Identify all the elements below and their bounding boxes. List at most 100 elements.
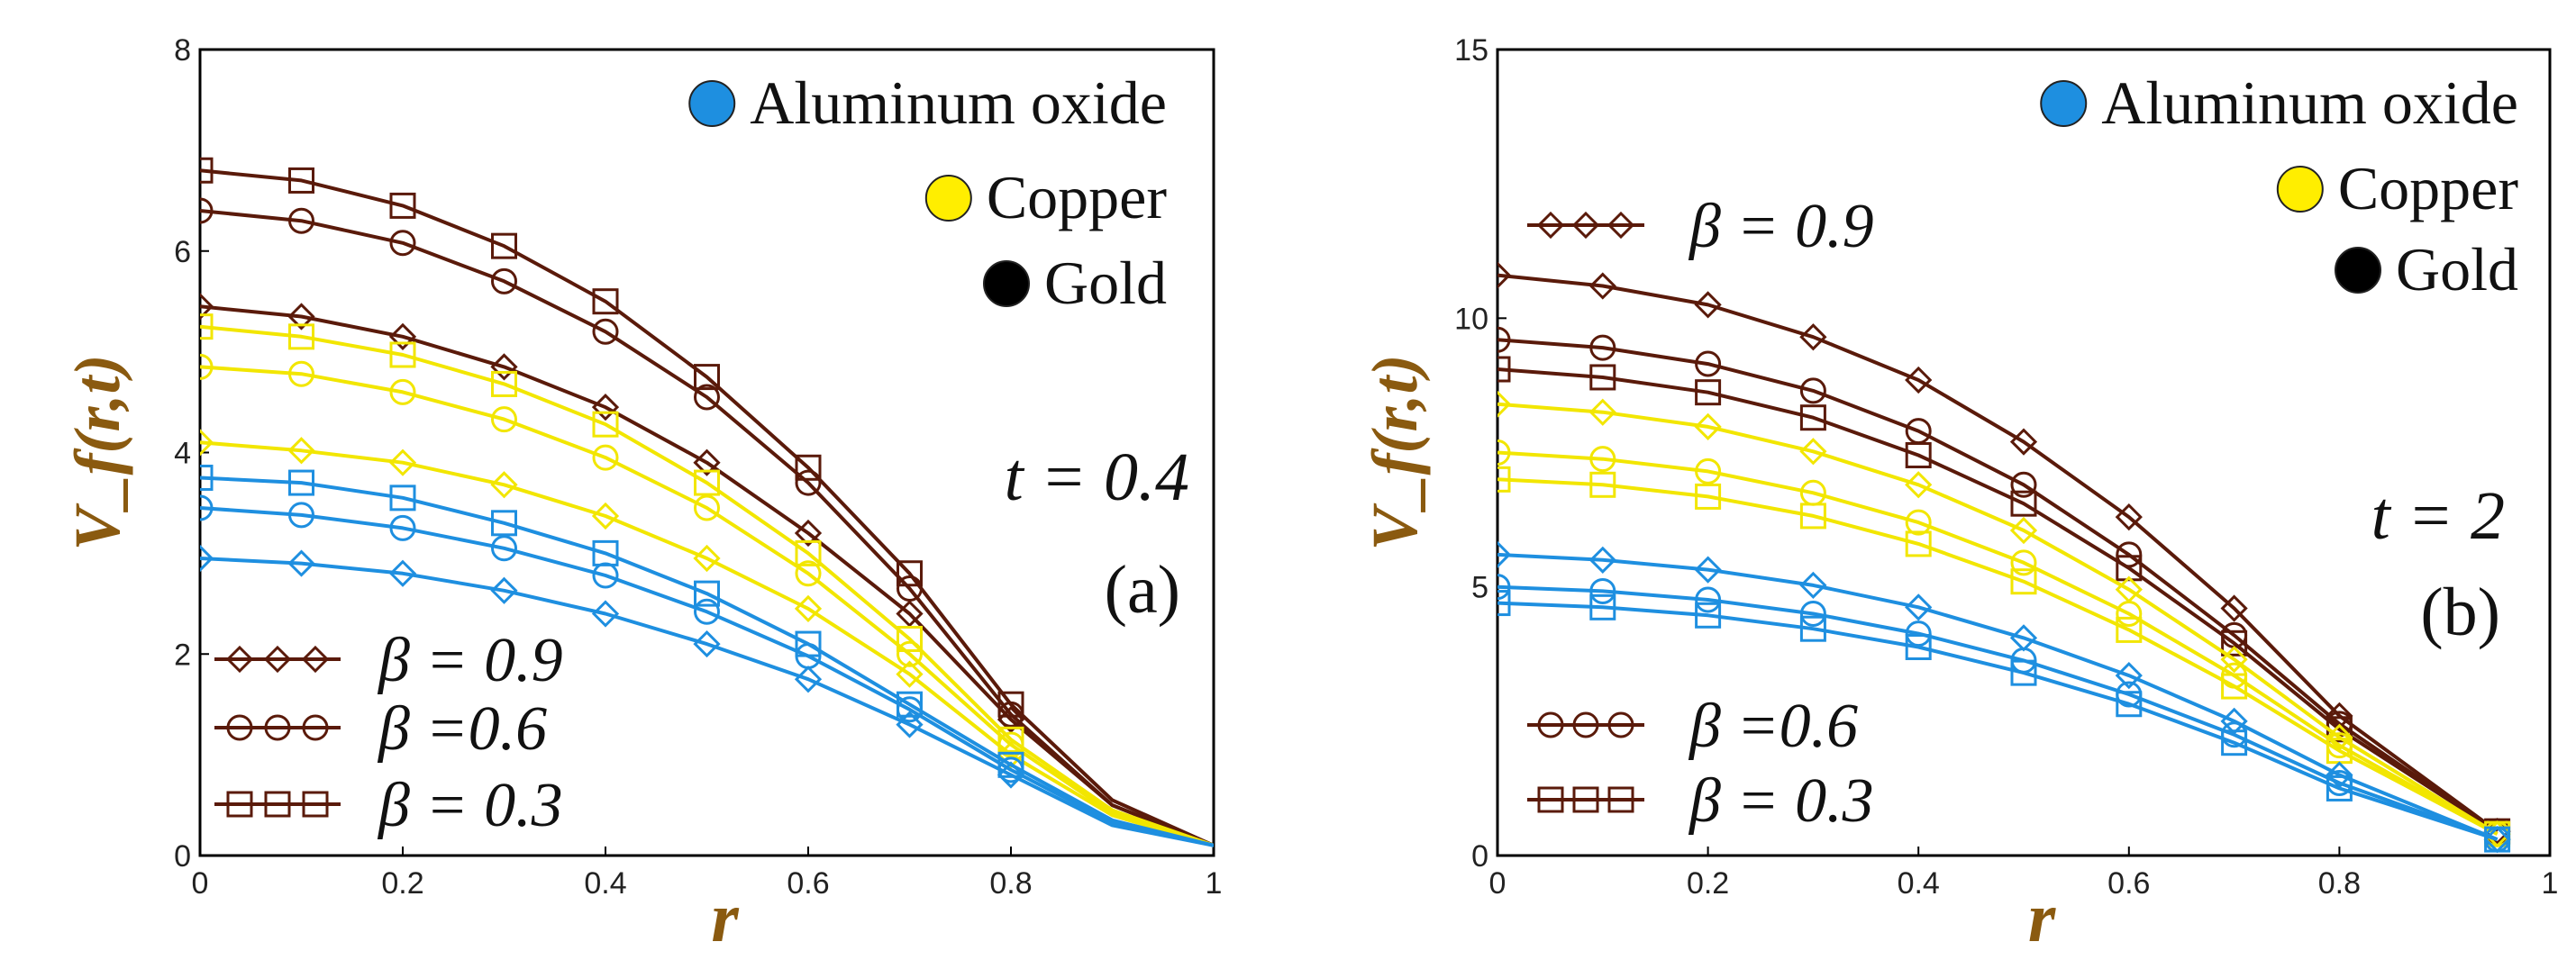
data-point xyxy=(1905,530,1932,557)
data-point xyxy=(694,494,720,521)
data-point xyxy=(694,469,720,496)
series-group xyxy=(200,157,1214,847)
data-point xyxy=(1905,366,1933,394)
material-legend-label: Aluminum oxide xyxy=(2101,68,2518,137)
data-point xyxy=(2009,516,2038,545)
beta-legend-label: β = 0.3 xyxy=(377,771,563,840)
data-point xyxy=(795,539,822,566)
data-point xyxy=(591,600,620,628)
data-point xyxy=(288,360,314,387)
material-legend-label: Gold xyxy=(1044,249,1167,317)
data-point xyxy=(490,353,518,381)
data-point xyxy=(1497,356,1511,383)
data-point xyxy=(200,494,214,521)
beta-legend-marker xyxy=(1607,711,1634,738)
beta-legend-marker xyxy=(1537,711,1564,738)
series-line xyxy=(200,324,1214,847)
y-tick-label: 8 xyxy=(174,33,191,68)
series-line xyxy=(1497,584,2499,841)
data-point xyxy=(592,444,619,471)
y-axis-label: V_f(r,t) xyxy=(1359,354,1431,550)
data-point xyxy=(288,469,314,496)
series-line xyxy=(1497,450,2499,836)
series-line xyxy=(200,475,1214,847)
material-legend-label: Copper xyxy=(987,163,1168,231)
data-point xyxy=(1799,571,1827,599)
series-line xyxy=(200,557,1214,847)
data-point xyxy=(592,411,619,438)
beta-legend-marker xyxy=(263,645,292,674)
y-tick-label: 2 xyxy=(174,638,191,672)
data-point xyxy=(388,322,417,350)
data-point xyxy=(795,454,822,481)
data-point xyxy=(794,519,823,548)
data-point xyxy=(491,406,517,433)
y-tick-label: 0 xyxy=(174,839,191,874)
data-point xyxy=(491,535,517,562)
series-line xyxy=(1497,552,2499,841)
beta-legend-marker xyxy=(302,791,329,818)
data-point xyxy=(1497,590,1511,617)
x-tick-label: 0.6 xyxy=(2107,866,2150,901)
beta-legend-marker xyxy=(1571,211,1600,240)
data-point xyxy=(794,594,823,623)
beta-legend-marker xyxy=(1536,211,1565,240)
series-line xyxy=(200,304,1214,847)
data-point xyxy=(200,157,214,184)
data-point xyxy=(389,485,416,512)
data-point xyxy=(795,469,822,496)
material-legend-swatch xyxy=(983,260,1030,307)
y-tick-label: 15 xyxy=(1454,33,1488,68)
data-point xyxy=(1799,404,1826,431)
data-point xyxy=(1695,602,1722,629)
beta-legend-marker xyxy=(226,714,253,741)
series-line xyxy=(1497,402,2499,836)
data-point xyxy=(1589,577,1616,604)
data-point xyxy=(388,559,417,587)
data-point xyxy=(1588,398,1616,426)
y-tick-label: 6 xyxy=(174,235,191,269)
x-axis-label: r xyxy=(711,878,739,956)
material-legend-swatch xyxy=(2335,247,2381,294)
data-point xyxy=(1695,350,1722,377)
x-tick-label: 0 xyxy=(1489,866,1506,901)
data-point xyxy=(997,701,1024,728)
beta-legend-marker xyxy=(1572,786,1599,813)
data-point xyxy=(896,600,924,628)
data-point xyxy=(1695,457,1722,485)
data-point xyxy=(200,544,214,573)
beta-legend-label: β = 0.3 xyxy=(1688,766,1874,836)
data-point xyxy=(1799,323,1827,351)
data-point xyxy=(1588,272,1616,300)
beta-legend-marker xyxy=(301,645,330,674)
x-tick-label: 0.6 xyxy=(787,866,829,901)
x-tick-label: 1 xyxy=(1206,866,1223,901)
data-point xyxy=(287,303,315,331)
x-tick-label: 0.4 xyxy=(584,866,626,901)
series-line xyxy=(1497,273,2499,833)
series-line xyxy=(200,440,1214,847)
series-group xyxy=(1497,261,2511,854)
series-line xyxy=(200,168,1214,847)
data-point xyxy=(694,598,720,625)
panel-label: (b) xyxy=(2420,575,2500,650)
y-axis-label: V_f(r,t) xyxy=(61,354,133,550)
data-point xyxy=(491,232,517,259)
time-annotation: t = 0.4 xyxy=(1005,439,1189,515)
data-point xyxy=(591,502,620,530)
data-point xyxy=(200,197,214,224)
material-legend-label: Copper xyxy=(2338,154,2519,222)
data-point xyxy=(288,167,314,194)
data-point xyxy=(1905,509,1932,536)
data-point xyxy=(200,429,214,457)
data-point xyxy=(693,629,721,658)
data-point xyxy=(1589,471,1616,498)
data-point xyxy=(200,464,214,491)
data-point xyxy=(200,313,214,340)
data-point xyxy=(591,394,620,421)
beta-legend-marker xyxy=(264,714,291,741)
data-point xyxy=(1905,471,1933,499)
data-point xyxy=(389,378,416,405)
data-point xyxy=(1799,377,1826,404)
